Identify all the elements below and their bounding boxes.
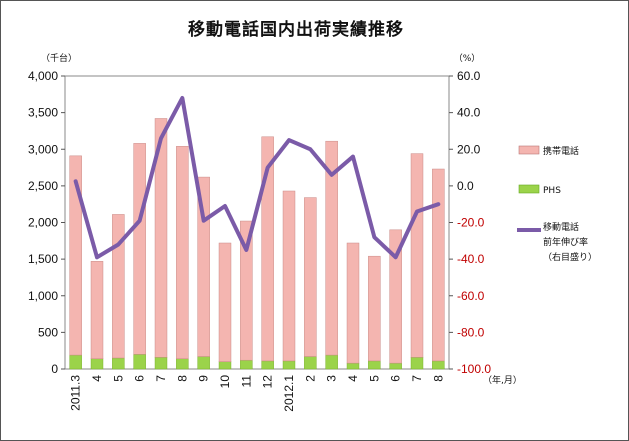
category-label: 2012.1 [282,375,296,412]
bar-mobile [368,255,381,362]
right-tick-label: 20.0 [457,142,481,156]
bar-phs [90,358,104,370]
bar-phs [176,358,189,370]
category-label: 4 [90,375,104,382]
right-axis-unit: （%） [454,53,481,64]
bar-phs [154,357,168,370]
category-label: 8 [431,375,445,382]
category-label: 5 [111,375,125,382]
category-label: 5 [367,375,381,382]
bar-phs [133,354,146,370]
left-tick-label: 2,500 [28,179,58,193]
bar-phs [69,354,82,370]
left-tick-label: 1,500 [28,252,58,266]
bar-mobile [112,214,125,359]
bar-mobile [261,136,274,362]
bar-mobile [69,155,82,356]
bar-mobile [133,143,146,355]
legend-swatch-phs [518,184,540,194]
left-tick-label: 500 [38,325,58,339]
growth-line-series [73,95,441,260]
bar-phs [112,357,125,370]
category-label: 12 [261,375,275,389]
right-tick-label: -80.0 [457,325,485,339]
bar-mobile [176,146,189,359]
bar-mobile [432,168,445,362]
bar-phs [325,354,338,370]
bar-phs [261,360,274,370]
legend-label-phs: PHS [543,186,561,196]
bar-mobile [410,153,424,358]
bar-mobile [282,190,296,362]
bar-mobile [218,242,232,362]
left-axis-unit: （千台） [41,52,77,64]
legend-label-growth-1: 移動電話 [543,221,579,233]
category-label: 4 [346,375,360,382]
legend: 携帯電話 PHS 移動電話 前年伸び率 （右目盛り） [517,145,597,263]
category-label: 2 [303,375,317,382]
bar-mobile [90,261,104,359]
bar-mobile [197,176,210,357]
category-label: 6 [133,375,147,382]
left-tick-label: 3,000 [28,142,58,156]
category-label: 11 [239,375,253,388]
category-label: 6 [389,375,403,382]
bar-phs [410,357,424,370]
bar-mobile [325,140,338,356]
category-label: 7 [154,375,168,382]
left-tick-label: 2,000 [28,216,58,230]
left-axis: 0 500 1,000 1,500 2,000 2,500 3,000 3,500 4,000 [28,69,65,376]
bar-mobile [154,118,168,358]
left-tick-label: 3,500 [28,106,58,120]
bar-phs [346,362,360,370]
right-tick-label: -100.0 [457,362,491,376]
bar-mobile [240,220,253,361]
bar-mobile [389,229,402,364]
left-tick-label: 4,000 [28,69,58,83]
bar-phs [197,356,210,370]
category-label: 9 [197,375,211,382]
legend-label-mobile: 携帯電話 [543,145,579,157]
category-label: 2011.3 [69,375,83,411]
bar-phs [368,360,381,370]
right-tick-label: 0.0 [457,179,474,193]
right-tick-label: 60.0 [457,69,481,83]
bar-phs [218,361,232,370]
category-axis: 2011.3 4 5 6 7 8 9 10 11 12 2012.1 2 3 4 5 6 7 8 [69,375,446,412]
bar-phs [432,360,445,370]
right-tick-label: 40.0 [457,106,481,120]
bar-mobile [304,197,317,357]
category-label: 10 [218,375,232,389]
legend-label-growth-3: （右目盛り） [543,251,597,263]
right-tick-label: -40.0 [457,252,485,266]
growth-line [73,95,441,260]
bar-phs [389,362,402,370]
category-label: 3 [325,375,339,382]
bar-series [69,118,445,370]
bar-phs [240,359,253,370]
chart-title: 移動電話国内出荷実績推移 [188,19,404,40]
x-axis-unit: （年,月） [483,374,522,386]
right-axis: -100.0 -80.0 -60.0 -40.0 -20.0 0.0 20.0 40.0 60.… [449,69,491,376]
category-label: 8 [175,375,189,382]
bar-mobile [346,242,360,364]
category-label: 7 [410,375,424,382]
legend-swatch-mobile [518,145,540,155]
left-tick-label: 0 [51,362,58,376]
right-tick-label: -20.0 [457,216,485,230]
right-tick-label: -60.0 [457,289,485,303]
left-tick-label: 1,000 [28,289,58,303]
bar-phs [282,360,296,370]
bar-phs [304,356,317,370]
legend-label-growth-2: 前年伸び率 [543,236,588,248]
